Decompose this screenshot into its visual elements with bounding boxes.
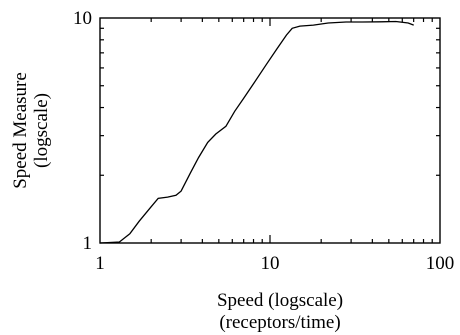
y-axis-title-line-1: Speed Measure	[10, 72, 31, 189]
x-axis-title-line-2: (receptors/time)	[219, 312, 340, 333]
y-tick-label: 1	[83, 233, 93, 254]
axis-ticks	[100, 18, 440, 243]
x-tick-label: 10	[261, 253, 280, 274]
axis-tick-labels: 1 10 100 1 10	[73, 8, 454, 274]
y-tick-label: 10	[73, 8, 92, 29]
x-tick-label: 100	[426, 253, 455, 274]
x-tick-label: 1	[95, 253, 105, 274]
series-line	[99, 20, 414, 244]
x-axis-title-line-1: Speed (logscale)	[217, 290, 343, 311]
y-axis-title-line-2: (logscale)	[31, 93, 52, 168]
plot-frame	[99, 17, 441, 244]
